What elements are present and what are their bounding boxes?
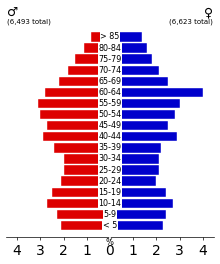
Bar — [59, 77, 110, 86]
Text: > 85: > 85 — [100, 32, 120, 41]
Bar — [110, 99, 180, 108]
Bar — [110, 32, 143, 42]
Bar — [110, 187, 166, 197]
Text: %: % — [106, 238, 114, 247]
Bar — [64, 165, 110, 175]
Bar — [84, 43, 110, 53]
Bar — [110, 165, 159, 175]
Bar — [110, 154, 159, 164]
Text: 45-49: 45-49 — [98, 121, 122, 130]
Bar — [92, 32, 110, 42]
Text: 80-84: 80-84 — [99, 44, 121, 53]
Bar — [110, 110, 175, 119]
Text: 15-19: 15-19 — [98, 188, 122, 197]
Bar — [110, 77, 168, 86]
Text: 30-34: 30-34 — [99, 154, 121, 163]
Bar — [110, 132, 177, 142]
Text: 20-24: 20-24 — [98, 177, 122, 186]
Bar — [110, 221, 163, 230]
Text: 5-9: 5-9 — [103, 210, 117, 219]
Bar — [68, 65, 110, 75]
Bar — [110, 143, 161, 153]
Text: 70-74: 70-74 — [98, 66, 122, 75]
Bar — [52, 187, 110, 197]
Bar — [61, 221, 110, 230]
Text: 50-54: 50-54 — [98, 110, 122, 119]
Bar — [43, 132, 110, 142]
Text: 60-64: 60-64 — [99, 88, 121, 97]
Bar — [110, 88, 203, 97]
Bar — [45, 88, 110, 97]
Text: 35-39: 35-39 — [98, 143, 122, 152]
Bar — [47, 121, 110, 130]
Text: (6,623 total): (6,623 total) — [169, 19, 213, 25]
Text: 75-79: 75-79 — [98, 55, 122, 64]
Bar — [110, 54, 152, 64]
Text: 10-14: 10-14 — [99, 199, 121, 208]
Bar — [57, 210, 110, 219]
Bar — [110, 43, 147, 53]
Text: 25-29: 25-29 — [98, 166, 122, 175]
Text: (6,493 total): (6,493 total) — [7, 19, 51, 25]
Bar — [38, 99, 110, 108]
Text: ♀: ♀ — [204, 6, 213, 19]
Text: ♂: ♂ — [7, 6, 18, 19]
Bar — [61, 176, 110, 186]
Bar — [110, 176, 156, 186]
Bar — [110, 121, 168, 130]
Bar — [47, 199, 110, 208]
Bar — [110, 210, 166, 219]
Text: 55-59: 55-59 — [98, 99, 122, 108]
Bar — [40, 110, 110, 119]
Bar — [110, 199, 173, 208]
Bar — [54, 143, 110, 153]
Bar — [64, 154, 110, 164]
Text: 40-44: 40-44 — [99, 132, 121, 141]
Bar — [75, 54, 110, 64]
Bar — [110, 65, 159, 75]
Text: < 5: < 5 — [103, 221, 117, 230]
Text: 65-69: 65-69 — [98, 77, 122, 86]
